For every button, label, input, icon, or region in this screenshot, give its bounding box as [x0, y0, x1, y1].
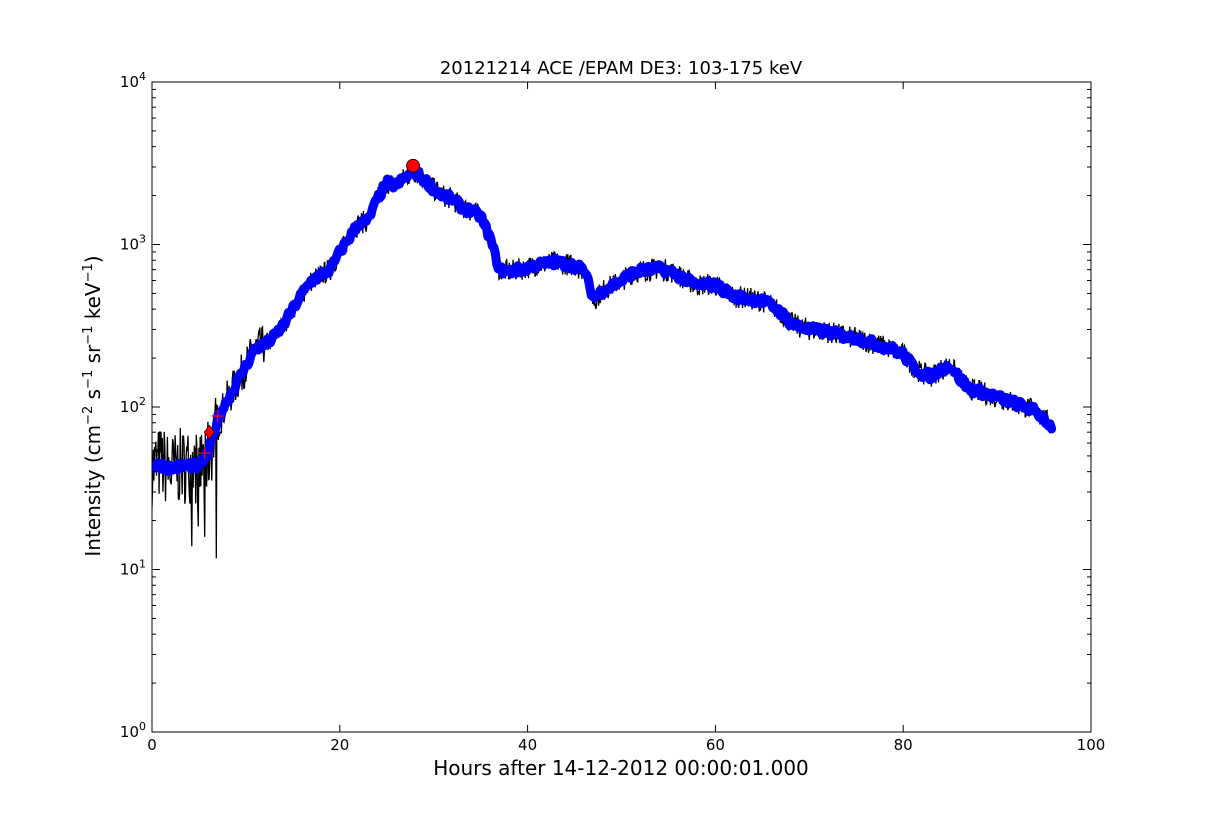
plus-marker — [198, 447, 211, 460]
y-tick-exponent: 1 — [139, 558, 146, 571]
x-tick-label: 60 — [706, 736, 725, 754]
y-tick-exponent: 0 — [139, 720, 146, 733]
y-tick-label: 102 — [120, 395, 146, 416]
x-tick-label: 100 — [1077, 736, 1106, 754]
y-tick-exponent: 2 — [139, 395, 146, 408]
y-tick-base: 10 — [120, 561, 139, 579]
y-label-mid-3: keV — [81, 282, 105, 326]
y-tick-exponent: 3 — [139, 233, 146, 246]
onset-marker — [203, 424, 215, 440]
x-tick-label: 80 — [894, 736, 913, 754]
y-axis-label: Intensity (cm−2 s−1 sr−1 keV−1) — [81, 255, 105, 556]
y-tick-base: 10 — [120, 236, 139, 254]
y-label-sup-2: −1 — [81, 370, 96, 389]
chart-title: 20121214 ACE /EPAM DE3: 103-175 keV — [440, 58, 803, 79]
y-label-sup-4: −1 — [81, 263, 96, 282]
plot-area — [152, 158, 1057, 559]
x-tick-label: 20 — [330, 736, 349, 754]
y-tick-base: 10 — [120, 73, 139, 91]
series-group — [152, 164, 1057, 559]
y-tick-label: 101 — [120, 558, 146, 579]
y-tick-base: 10 — [120, 398, 139, 416]
x-tick-label: 40 — [518, 736, 537, 754]
y-tick-label: 100 — [120, 720, 146, 741]
plus-marker — [211, 410, 224, 423]
y-tick-label: 103 — [120, 233, 146, 254]
y-label-suffix: ) — [81, 255, 105, 263]
x-tick-label: 0 — [147, 736, 157, 754]
y-tick-base: 10 — [120, 723, 139, 741]
y-label-sup-1: −2 — [81, 406, 96, 425]
plot-frame — [151, 81, 1092, 733]
y-label-sup-3: −1 — [81, 326, 96, 345]
series-smoothed-intensity-line — [152, 164, 1057, 477]
y-label-mid-1: s — [81, 389, 105, 406]
peak-marker — [406, 158, 420, 173]
y-tick-exponent: 4 — [139, 70, 146, 83]
y-label-prefix: Intensity (cm — [81, 425, 105, 557]
y-tick-label: 104 — [120, 70, 146, 91]
y-label-mid-2: sr — [81, 344, 105, 370]
x-axis-label: Hours after 14-12-2012 00:00:01.000 — [433, 756, 809, 780]
